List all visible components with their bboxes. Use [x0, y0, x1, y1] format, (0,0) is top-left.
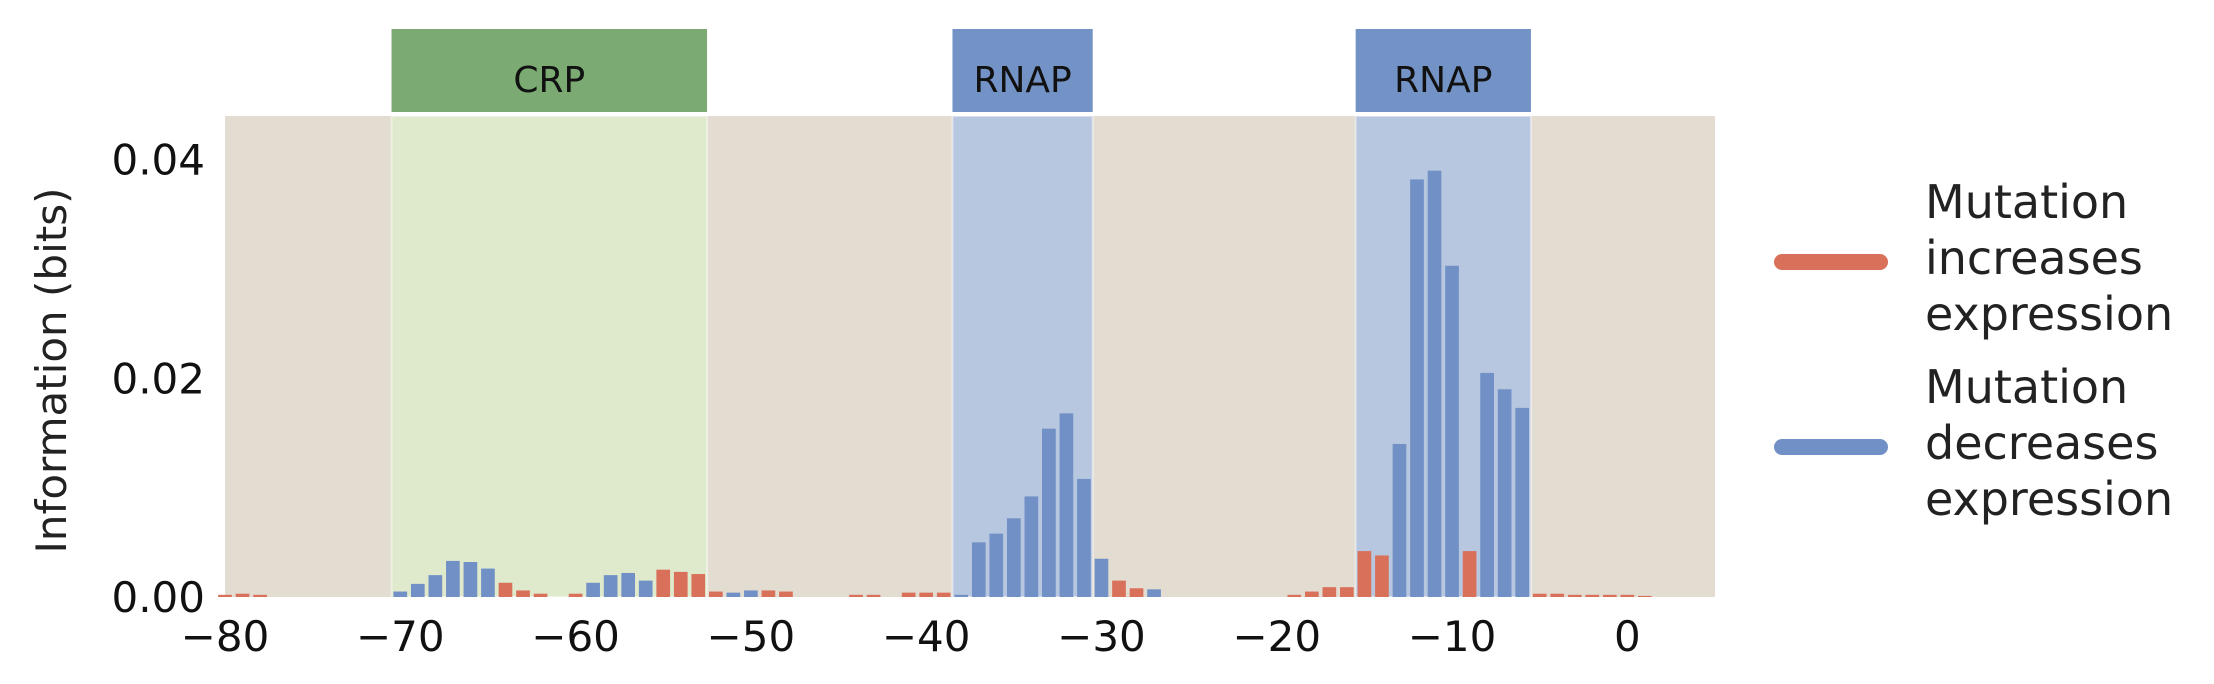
y-axis-ticks: 0.00 0.02 0.04 — [111, 136, 205, 622]
bar-increase — [691, 574, 706, 597]
bar-increase — [568, 593, 583, 597]
bar-decrease — [586, 582, 600, 597]
bar-decrease — [1515, 407, 1530, 597]
bar-decrease — [954, 594, 969, 597]
x-tick-label: −10 — [1408, 612, 1497, 661]
bar-decrease — [1480, 372, 1494, 597]
x-tick-label: −30 — [1057, 612, 1146, 661]
bar-increase — [253, 594, 267, 597]
binding-site-regions: CRP RNAP RNAP — [390, 29, 1532, 598]
y-axis-title: Information (bits) — [27, 188, 76, 554]
legend-label-increase: increases — [1925, 231, 2143, 285]
bar-increase — [1322, 587, 1337, 597]
bar-increase — [1550, 593, 1565, 597]
bar-decrease — [1059, 413, 1074, 597]
bar-increase — [1585, 594, 1600, 597]
bar-decrease — [621, 572, 636, 597]
bar-increase — [1375, 555, 1389, 597]
x-tick-label: −40 — [882, 612, 971, 661]
bar-decrease — [989, 533, 1004, 597]
bar-decrease — [393, 591, 408, 597]
bar-increase — [1340, 587, 1354, 597]
bar-decrease — [446, 560, 460, 597]
y-tick-label: 0.02 — [111, 354, 205, 403]
x-tick-label: 0 — [1614, 612, 1641, 661]
x-tick-label: −80 — [181, 612, 270, 661]
bar-increase — [866, 594, 881, 597]
rnap-region-header — [1355, 29, 1531, 112]
bar-increase — [1129, 588, 1144, 597]
bar-decrease — [1410, 179, 1424, 597]
bar-decrease — [428, 575, 443, 597]
bar-decrease — [603, 575, 618, 597]
bar-increase — [919, 592, 934, 597]
bar-increase — [779, 591, 793, 597]
bar-increase — [1532, 593, 1547, 597]
bar-increase — [218, 594, 232, 597]
y-tick-label: 0.00 — [111, 573, 205, 622]
bar-decrease — [1392, 443, 1407, 597]
x-tick-label: −70 — [356, 612, 445, 661]
rnap-region-label: RNAP — [973, 60, 1071, 101]
bar-increase — [1112, 580, 1126, 597]
bar-decrease — [1006, 518, 1021, 597]
x-axis-ticks: −80 −70 −60 −50 −40 −30 −20 −10 0 — [181, 612, 1641, 661]
rnap-region-label: RNAP — [1394, 60, 1492, 101]
bar-decrease — [463, 562, 478, 597]
bar-increase — [235, 593, 250, 597]
x-tick-label: −60 — [531, 612, 620, 661]
bar-increase — [849, 594, 863, 597]
bar-increase — [1620, 594, 1635, 597]
bar-decrease — [481, 568, 495, 597]
bar-increase — [1287, 594, 1302, 597]
bar-decrease — [744, 590, 758, 597]
bar-increase — [533, 593, 548, 597]
legend-label-increase: Mutation — [1925, 175, 2128, 229]
bar-increase — [761, 590, 776, 597]
legend-label-decrease: decreases — [1925, 416, 2158, 470]
bar-decrease — [1497, 389, 1512, 597]
x-tick-label: −20 — [1232, 612, 1321, 661]
crp-region-header — [391, 29, 708, 112]
crp-region-label: CRP — [513, 60, 585, 101]
bar-increase — [656, 569, 671, 597]
x-tick-label: −50 — [707, 612, 796, 661]
bar-increase — [1567, 594, 1582, 597]
bar-decrease — [1094, 558, 1109, 597]
legend-label-decrease: expression — [1925, 472, 2173, 526]
bar-decrease — [971, 542, 986, 597]
y-tick-label: 0.04 — [111, 136, 205, 185]
bar-increase — [673, 571, 688, 597]
bar-decrease — [1077, 478, 1091, 597]
bar-decrease — [410, 583, 425, 597]
bar-increase — [901, 592, 916, 597]
bar-increase — [498, 582, 513, 597]
bar-decrease — [726, 592, 741, 597]
bar-increase — [936, 592, 951, 597]
legend-label-decrease: Mutation — [1925, 360, 2128, 414]
bar-decrease — [1147, 589, 1161, 597]
legend: MutationincreasesexpressionMutationdecre… — [1774, 175, 2173, 526]
bar-increase — [1304, 591, 1319, 597]
bar-decrease — [1427, 170, 1442, 597]
bar-decrease — [1024, 496, 1039, 597]
bar-increase — [516, 590, 530, 597]
rnap-region-header — [952, 29, 1093, 112]
legend-label-increase: expression — [1925, 287, 2173, 341]
bar-decrease — [638, 580, 653, 597]
bar-increase — [1602, 594, 1617, 597]
bar-decrease — [1042, 428, 1056, 597]
crp-region-band — [390, 115, 709, 598]
bars — [218, 170, 1652, 597]
bar-increase — [708, 591, 723, 597]
bar-increase — [1357, 551, 1372, 597]
bar-increase — [1638, 595, 1652, 597]
bar-decrease — [1445, 265, 1459, 597]
bar-increase — [1462, 551, 1477, 597]
